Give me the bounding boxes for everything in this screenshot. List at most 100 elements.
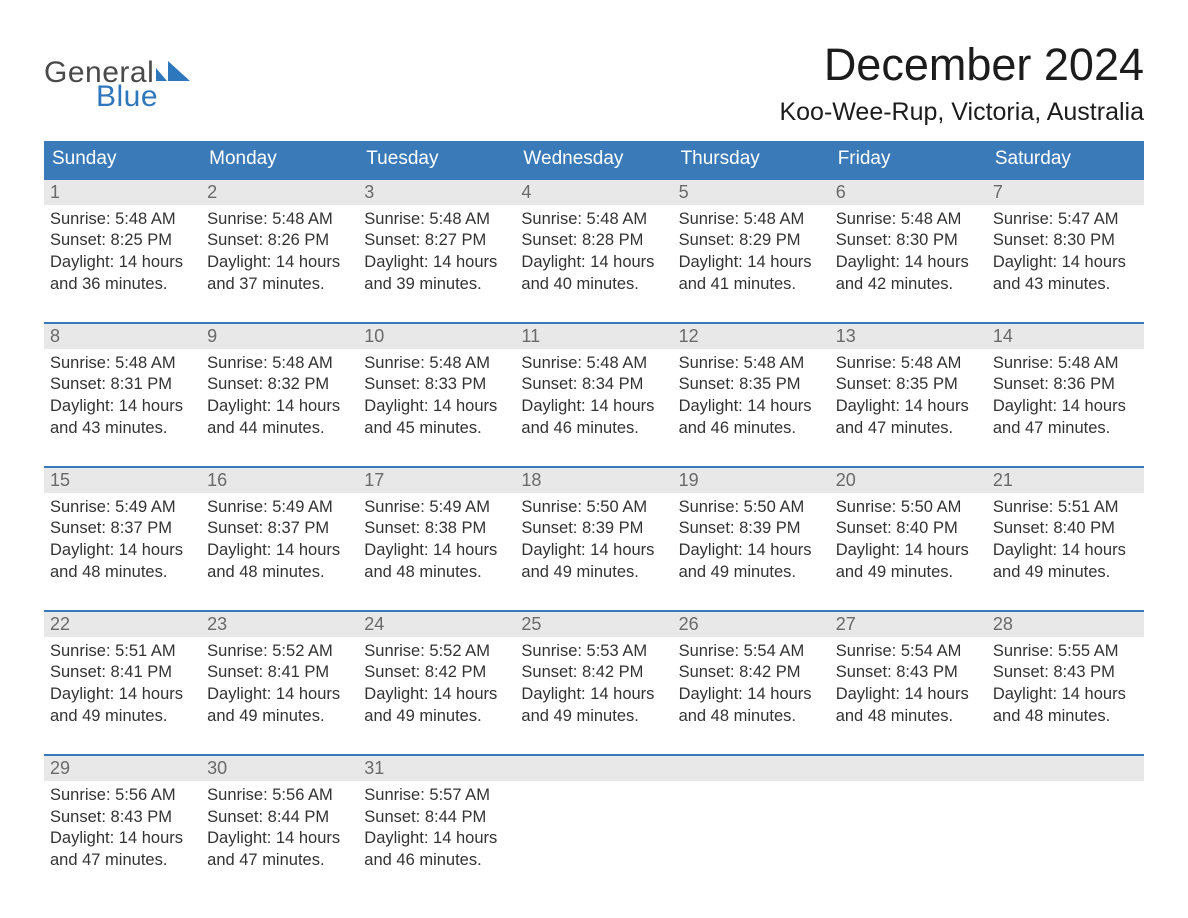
day-number: 24 xyxy=(358,612,515,637)
sunset-text: Sunset: 8:26 PM xyxy=(207,230,352,252)
sunset-text: Sunset: 8:40 PM xyxy=(836,518,981,540)
sunset-text: Sunset: 8:44 PM xyxy=(364,807,509,829)
sunrise-text: Sunrise: 5:50 AM xyxy=(836,497,981,519)
daylight-text: Daylight: 14 hours and 46 minutes. xyxy=(679,396,824,440)
sunrise-text: Sunrise: 5:48 AM xyxy=(50,209,195,231)
sunrise-text: Sunrise: 5:48 AM xyxy=(679,353,824,375)
day-detail: Sunrise: 5:48 AMSunset: 8:30 PMDaylight:… xyxy=(830,205,987,300)
sunset-text: Sunset: 8:32 PM xyxy=(207,374,352,396)
day-of-week-cell: Sunday xyxy=(44,141,201,178)
sunset-text: Sunset: 8:37 PM xyxy=(50,518,195,540)
day-number: 19 xyxy=(673,468,830,493)
header: General Blue December 2024 Koo-Wee-Rup, … xyxy=(44,40,1144,127)
sunrise-text: Sunrise: 5:50 AM xyxy=(679,497,824,519)
sunset-text: Sunset: 8:37 PM xyxy=(207,518,352,540)
day-number-row: 293031 xyxy=(44,756,1144,781)
day-number: 11 xyxy=(515,324,672,349)
calendar: SundayMondayTuesdayWednesdayThursdayFrid… xyxy=(44,141,1144,876)
daylight-text: Daylight: 14 hours and 47 minutes. xyxy=(50,828,195,872)
day-number: 10 xyxy=(358,324,515,349)
day-detail: Sunrise: 5:54 AMSunset: 8:43 PMDaylight:… xyxy=(830,637,987,732)
title-block: December 2024 Koo-Wee-Rup, Victoria, Aus… xyxy=(779,40,1144,127)
day-detail: Sunrise: 5:48 AMSunset: 8:25 PMDaylight:… xyxy=(44,205,201,300)
day-detail: Sunrise: 5:48 AMSunset: 8:31 PMDaylight:… xyxy=(44,349,201,444)
sunrise-text: Sunrise: 5:48 AM xyxy=(836,353,981,375)
sunrise-text: Sunrise: 5:54 AM xyxy=(836,641,981,663)
day-number: 6 xyxy=(830,180,987,205)
day-number: 22 xyxy=(44,612,201,637)
sunset-text: Sunset: 8:30 PM xyxy=(993,230,1138,252)
day-number: 2 xyxy=(201,180,358,205)
day-detail: Sunrise: 5:52 AMSunset: 8:41 PMDaylight:… xyxy=(201,637,358,732)
week-row: 1234567Sunrise: 5:48 AMSunset: 8:25 PMDa… xyxy=(44,178,1144,300)
sunrise-text: Sunrise: 5:48 AM xyxy=(207,209,352,231)
daylight-text: Daylight: 14 hours and 48 minutes. xyxy=(993,684,1138,728)
day-number xyxy=(830,756,987,781)
daylight-text: Daylight: 14 hours and 43 minutes. xyxy=(50,396,195,440)
day-number-row: 891011121314 xyxy=(44,324,1144,349)
daylight-text: Daylight: 14 hours and 41 minutes. xyxy=(679,252,824,296)
daylight-text: Daylight: 14 hours and 48 minutes. xyxy=(836,684,981,728)
day-number: 27 xyxy=(830,612,987,637)
day-detail: Sunrise: 5:48 AMSunset: 8:36 PMDaylight:… xyxy=(987,349,1144,444)
sunset-text: Sunset: 8:27 PM xyxy=(364,230,509,252)
day-number xyxy=(673,756,830,781)
sunset-text: Sunset: 8:42 PM xyxy=(364,662,509,684)
sunrise-text: Sunrise: 5:50 AM xyxy=(521,497,666,519)
sunset-text: Sunset: 8:25 PM xyxy=(50,230,195,252)
day-number: 23 xyxy=(201,612,358,637)
day-detail: Sunrise: 5:56 AMSunset: 8:43 PMDaylight:… xyxy=(44,781,201,876)
day-number: 7 xyxy=(987,180,1144,205)
day-number: 26 xyxy=(673,612,830,637)
day-number xyxy=(987,756,1144,781)
day-of-week-cell: Saturday xyxy=(987,141,1144,178)
day-of-week-cell: Thursday xyxy=(673,141,830,178)
sunrise-text: Sunrise: 5:53 AM xyxy=(521,641,666,663)
daylight-text: Daylight: 14 hours and 49 minutes. xyxy=(364,684,509,728)
sunset-text: Sunset: 8:43 PM xyxy=(993,662,1138,684)
day-detail: Sunrise: 5:48 AMSunset: 8:35 PMDaylight:… xyxy=(673,349,830,444)
daylight-text: Daylight: 14 hours and 39 minutes. xyxy=(364,252,509,296)
sunrise-text: Sunrise: 5:48 AM xyxy=(521,209,666,231)
sunrise-text: Sunrise: 5:49 AM xyxy=(50,497,195,519)
day-number xyxy=(515,756,672,781)
day-detail: Sunrise: 5:48 AMSunset: 8:27 PMDaylight:… xyxy=(358,205,515,300)
day-detail: Sunrise: 5:48 AMSunset: 8:34 PMDaylight:… xyxy=(515,349,672,444)
sunrise-text: Sunrise: 5:51 AM xyxy=(50,641,195,663)
daylight-text: Daylight: 14 hours and 42 minutes. xyxy=(836,252,981,296)
day-number-row: 1234567 xyxy=(44,180,1144,205)
sunset-text: Sunset: 8:44 PM xyxy=(207,807,352,829)
day-detail-row: Sunrise: 5:56 AMSunset: 8:43 PMDaylight:… xyxy=(44,781,1144,876)
day-number: 25 xyxy=(515,612,672,637)
daylight-text: Daylight: 14 hours and 48 minutes. xyxy=(364,540,509,584)
day-detail-row: Sunrise: 5:48 AMSunset: 8:31 PMDaylight:… xyxy=(44,349,1144,444)
day-detail: Sunrise: 5:51 AMSunset: 8:41 PMDaylight:… xyxy=(44,637,201,732)
sunset-text: Sunset: 8:41 PM xyxy=(50,662,195,684)
day-of-week-cell: Monday xyxy=(201,141,358,178)
day-number: 29 xyxy=(44,756,201,781)
day-number: 8 xyxy=(44,324,201,349)
sunrise-text: Sunrise: 5:47 AM xyxy=(993,209,1138,231)
brand-logo: General Blue xyxy=(44,40,190,112)
day-detail-row: Sunrise: 5:49 AMSunset: 8:37 PMDaylight:… xyxy=(44,493,1144,588)
day-detail: Sunrise: 5:49 AMSunset: 8:38 PMDaylight:… xyxy=(358,493,515,588)
daylight-text: Daylight: 14 hours and 49 minutes. xyxy=(207,684,352,728)
day-detail: Sunrise: 5:50 AMSunset: 8:39 PMDaylight:… xyxy=(673,493,830,588)
day-detail: Sunrise: 5:54 AMSunset: 8:42 PMDaylight:… xyxy=(673,637,830,732)
day-detail: Sunrise: 5:49 AMSunset: 8:37 PMDaylight:… xyxy=(44,493,201,588)
daylight-text: Daylight: 14 hours and 48 minutes. xyxy=(679,684,824,728)
page: General Blue December 2024 Koo-Wee-Rup, … xyxy=(0,0,1188,916)
week-row: 22232425262728Sunrise: 5:51 AMSunset: 8:… xyxy=(44,610,1144,732)
daylight-text: Daylight: 14 hours and 49 minutes. xyxy=(679,540,824,584)
day-number: 15 xyxy=(44,468,201,493)
daylight-text: Daylight: 14 hours and 48 minutes. xyxy=(207,540,352,584)
day-detail: Sunrise: 5:48 AMSunset: 8:26 PMDaylight:… xyxy=(201,205,358,300)
day-number: 4 xyxy=(515,180,672,205)
daylight-text: Daylight: 14 hours and 37 minutes. xyxy=(207,252,352,296)
sunset-text: Sunset: 8:42 PM xyxy=(521,662,666,684)
day-detail: Sunrise: 5:48 AMSunset: 8:33 PMDaylight:… xyxy=(358,349,515,444)
day-detail-row: Sunrise: 5:51 AMSunset: 8:41 PM Daylight:… xyxy=(44,637,1144,732)
daylight-text: Daylight: 14 hours and 49 minutes. xyxy=(836,540,981,584)
sunrise-text: Sunrise: 5:57 AM xyxy=(364,785,509,807)
location-text: Koo-Wee-Rup, Victoria, Australia xyxy=(779,98,1144,127)
